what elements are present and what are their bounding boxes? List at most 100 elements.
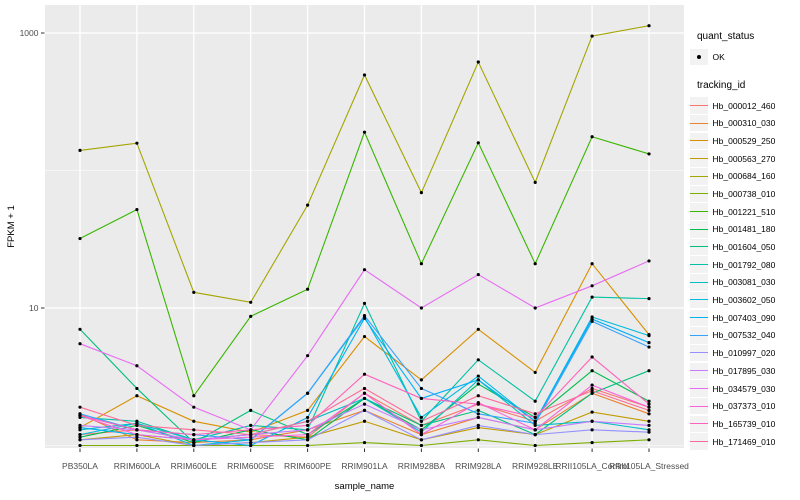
- data-point: [419, 262, 423, 266]
- y-tick-label: 10: [29, 303, 39, 313]
- legend-line-swatch-icon: [690, 405, 708, 407]
- data-point: [306, 354, 310, 358]
- data-point: [192, 438, 196, 442]
- legend-line-swatch-icon: [690, 104, 708, 106]
- data-point: [249, 408, 253, 413]
- legend-item-Hb_003602_050: Hb_003602_050: [690, 291, 798, 309]
- legend-item-label: Hb_010997_020: [712, 348, 776, 359]
- data-point: [135, 207, 139, 212]
- legend-line-swatch-icon: [690, 193, 708, 195]
- data-point: [78, 428, 82, 432]
- data-point: [533, 415, 537, 420]
- legend-line-swatch-icon: [690, 246, 708, 248]
- legend-item-Hb_171469_010: Hb_171469_010: [690, 433, 798, 451]
- legend-item-label: Hb_000738_010: [712, 188, 776, 199]
- data-point: [192, 433, 196, 437]
- data-point: [135, 438, 139, 442]
- data-point: [647, 405, 651, 409]
- data-point: [476, 141, 480, 145]
- data-point: [590, 34, 594, 38]
- data-point: [249, 433, 253, 437]
- data-point: [476, 374, 480, 378]
- data-point: [306, 287, 310, 291]
- legend-item-label: Hb_000310_030: [712, 118, 776, 129]
- legend-item-Hb_034579_030: Hb_034579_030: [690, 380, 798, 398]
- data-point: [590, 410, 594, 414]
- legend-line-swatch-icon: [690, 264, 708, 266]
- data-point: [419, 378, 423, 382]
- legend-item-Hb_007403_090: Hb_007403_090: [690, 309, 798, 327]
- data-point: [590, 386, 594, 391]
- data-point: [249, 435, 253, 439]
- legend-key-box: [690, 221, 708, 238]
- legend-title-tracking-id: tracking_id: [697, 79, 746, 91]
- legend-title-quant-status: quant_status: [697, 31, 755, 42]
- legend-line-swatch-icon: [690, 175, 708, 177]
- data-point: [647, 438, 651, 442]
- data-point: [249, 443, 253, 448]
- data-point: [362, 314, 367, 318]
- data-point: [533, 306, 537, 310]
- legend-item-Hb_001792_080: Hb_001792_080: [690, 256, 798, 274]
- legend-line-swatch-icon: [690, 334, 708, 336]
- data-point: [78, 438, 82, 442]
- legend-key-box: [690, 415, 708, 433]
- legend-item-label: OK: [712, 51, 725, 62]
- data-point: [192, 405, 196, 409]
- data-point: [249, 438, 253, 442]
- data-point: [135, 394, 139, 398]
- data-point: [306, 391, 310, 395]
- legend-line-swatch-icon: [690, 317, 708, 319]
- data-point: [590, 440, 594, 445]
- y-axis-title: FPKM + 1: [6, 205, 17, 248]
- legend-line-swatch-icon: [690, 210, 708, 212]
- legend-key-box: [690, 274, 708, 291]
- data-point: [590, 419, 594, 423]
- legend-key-box: [690, 362, 708, 380]
- legend-line-swatch-icon: [690, 423, 708, 425]
- data-point: [306, 419, 310, 423]
- x-tick-label: RRIM928BA: [398, 461, 446, 471]
- legend-key-box: [690, 309, 708, 327]
- legend-item-Hb_000012_460: Hb_000012_460: [690, 97, 798, 115]
- legend-item-Hb_001221_510: Hb_001221_510: [690, 203, 798, 221]
- data-point: [249, 423, 253, 428]
- data-point: [362, 386, 367, 391]
- data-point: [476, 423, 480, 428]
- data-point: [249, 440, 253, 445]
- legend-item-label: Hb_017895_030: [712, 365, 776, 376]
- data-point: [476, 60, 480, 64]
- data-point: [135, 428, 139, 432]
- data-point: [419, 430, 423, 434]
- legend-item-label: Hb_001481_180: [712, 224, 776, 235]
- data-point: [419, 438, 423, 442]
- legend-item-label: Hb_001792_080: [712, 259, 776, 270]
- data-point: [419, 423, 423, 428]
- data-point: [135, 364, 139, 368]
- data-point: [590, 428, 594, 432]
- data-point: [533, 412, 537, 416]
- legend-item-label: Hb_000684_160: [712, 171, 776, 182]
- x-axis-title: sample_name: [335, 481, 395, 492]
- legend-key-box: [690, 238, 708, 256]
- legend-item-Hb_000738_010: Hb_000738_010: [690, 185, 798, 203]
- legend-key-box: [690, 256, 708, 273]
- data-point: [590, 355, 594, 359]
- data-point: [533, 370, 537, 375]
- legend-key-box: [690, 344, 708, 362]
- legend-item-label: Hb_165739_010: [712, 418, 776, 429]
- data-point: [476, 358, 480, 362]
- data-point: [476, 408, 480, 413]
- data-point: [476, 272, 480, 277]
- data-point: [533, 399, 537, 403]
- data-point: [647, 412, 651, 416]
- data-point: [647, 369, 651, 373]
- legend-item-Hb_001481_180: Hb_001481_180: [690, 221, 798, 239]
- data-point: [306, 433, 310, 437]
- data-point: [590, 317, 594, 321]
- data-point: [647, 419, 651, 423]
- data-point: [419, 386, 423, 391]
- data-point: [533, 443, 537, 448]
- data-point: [476, 394, 480, 398]
- data-point: [78, 236, 82, 241]
